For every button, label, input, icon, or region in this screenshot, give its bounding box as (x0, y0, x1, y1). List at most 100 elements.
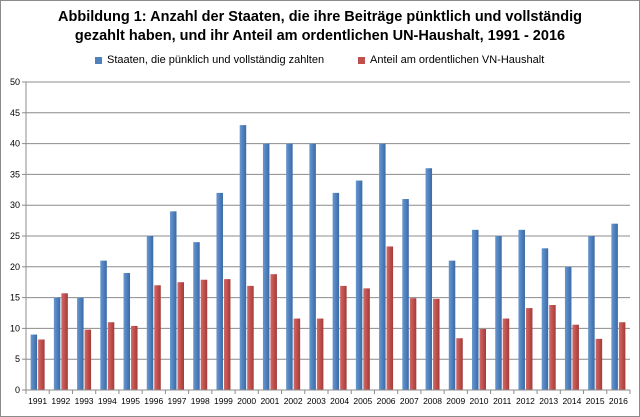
x-tick-label: 1993 (75, 396, 94, 406)
chart-title: Abbildung 1: Anzahl der Staaten, die ihr… (0, 8, 640, 46)
x-tick-label: 2008 (423, 396, 442, 406)
bar-anteil (386, 246, 394, 390)
bar-staaten (262, 143, 270, 390)
y-tick-label: 20 (10, 262, 20, 272)
x-tick-label: 1998 (191, 396, 210, 406)
chart-title-line-1: Abbildung 1: Anzahl der Staaten, die ihr… (58, 9, 582, 25)
x-tick-label: 2012 (516, 396, 535, 406)
bar-staaten (402, 199, 409, 390)
bar-anteil (131, 325, 138, 390)
x-axis-ticks: 1991 1992 1993 1994 1995 1996 1997 1998 1999 2000… (25, 390, 631, 406)
x-tick-label: 2009 (446, 396, 465, 406)
bar-staaten (588, 236, 595, 390)
bar-anteil (223, 279, 231, 390)
x-tick-label: 2011 (493, 396, 512, 406)
x-tick-label: 2006 (377, 396, 396, 406)
bar-anteil (154, 285, 161, 390)
y-tick-label: 5 (15, 354, 20, 364)
x-tick-label: 2002 (284, 396, 303, 406)
x-tick-label: 2010 (470, 396, 489, 406)
bar-anteil (618, 322, 626, 390)
x-tick-label: 1992 (51, 396, 70, 406)
x-tick-label: 2014 (562, 396, 581, 406)
x-tick-label: 1996 (144, 396, 163, 406)
bar-staaten (123, 272, 131, 390)
y-tick-label: 30 (10, 200, 20, 210)
bar-anteil (61, 293, 68, 390)
legend-label-anteil: Anteil am ordentlichen VN-Haushalt (370, 54, 545, 66)
bar-anteil (409, 298, 417, 390)
legend-item-anteil: Anteil am ordentlichen VN-Haushalt (358, 54, 544, 66)
bar-anteil (363, 288, 370, 390)
y-axis-ticks: 0 5 10 15 20 25 30 35 40 45 50 (10, 77, 26, 395)
bar-staaten (170, 211, 177, 390)
y-tick-label: 15 (10, 293, 20, 303)
legend-swatch-staaten (95, 56, 102, 64)
bar-staaten (355, 180, 363, 390)
x-tick-label: 2000 (237, 396, 256, 406)
bar-anteil (479, 329, 486, 390)
bar-anteil (502, 318, 510, 390)
axes (25, 82, 630, 391)
y-tick-label: 45 (10, 108, 20, 118)
bar-staaten (216, 192, 223, 390)
x-tick-label: 2004 (330, 396, 349, 406)
bar-anteil (270, 274, 277, 390)
bar-anteil (456, 338, 463, 390)
bar-staaten (100, 260, 107, 390)
bar-anteil (340, 285, 347, 390)
bar-staaten (332, 192, 340, 390)
y-tick-label: 0 (15, 385, 20, 395)
y-tick-label: 10 (10, 323, 20, 333)
chart-title-line-2: gezahlt haben, und ihr Anteil am ordentl… (74, 28, 566, 44)
y-tick-label: 25 (10, 231, 20, 241)
bar-staaten (518, 229, 525, 390)
legend-label-staaten: Staaten, die pünklich und vollständig za… (107, 54, 325, 66)
bar-staaten (541, 248, 549, 390)
bar-staaten (611, 223, 618, 390)
bars (30, 125, 626, 391)
x-tick-label: 2001 (260, 396, 279, 406)
bar-staaten (30, 334, 38, 390)
y-tick-label: 50 (10, 77, 20, 87)
x-tick-label: 2013 (539, 396, 558, 406)
bar-staaten (77, 297, 84, 390)
x-tick-label: 1997 (168, 396, 187, 406)
bar-staaten (379, 143, 386, 390)
bar-anteil (247, 285, 254, 390)
bar-staaten (448, 260, 456, 390)
bar-anteil (200, 279, 208, 390)
bar-anteil (177, 282, 184, 390)
bar-staaten (146, 236, 154, 390)
x-tick-label: 1991 (28, 396, 47, 406)
bar-staaten (472, 229, 479, 390)
legend-swatch-anteil (358, 56, 365, 64)
bar-anteil (316, 318, 324, 390)
bar-anteil (572, 324, 579, 390)
legend-item-staaten: Staaten, die pünklich und vollständig za… (95, 54, 324, 66)
x-tick-label: 2015 (586, 396, 605, 406)
y-tick-label: 40 (10, 139, 20, 149)
bar-anteil (549, 304, 556, 390)
bar-staaten (495, 236, 502, 390)
y-tick-label: 35 (10, 169, 20, 179)
bar-anteil (293, 318, 301, 390)
gridlines (26, 81, 630, 391)
x-tick-label: 2007 (400, 396, 419, 406)
bar-staaten (564, 266, 572, 390)
x-tick-label: 1994 (98, 396, 117, 406)
x-tick-label: 2003 (307, 396, 326, 406)
bar-anteil (84, 329, 92, 390)
bar-staaten (309, 143, 316, 390)
bar-anteil (107, 322, 115, 390)
bar-anteil (595, 338, 603, 390)
bar-anteil (38, 339, 45, 390)
bar-staaten (53, 297, 61, 390)
x-tick-label: 1995 (121, 396, 140, 406)
x-tick-label: 2005 (353, 396, 372, 406)
bar-staaten (239, 125, 247, 391)
bar-staaten (193, 242, 200, 390)
x-tick-label: 2016 (609, 396, 628, 406)
x-tick-label: 1999 (214, 396, 233, 406)
